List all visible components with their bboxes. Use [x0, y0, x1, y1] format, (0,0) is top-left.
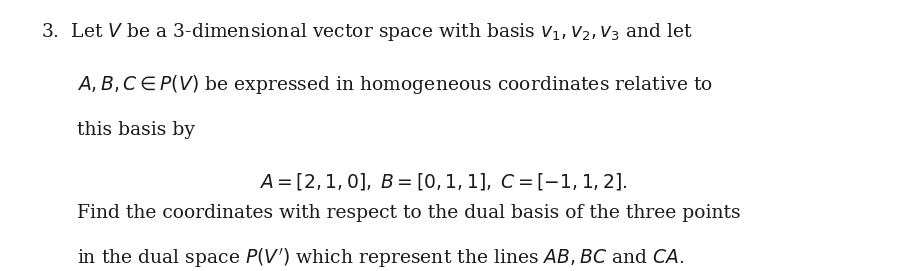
Text: $A, B, C \in P(V)$ be expressed in homogeneous coordinates relative to: $A, B, C \in P(V)$ be expressed in homog…: [76, 73, 712, 96]
Text: Find the coordinates with respect to the dual basis of the three points: Find the coordinates with respect to the…: [76, 204, 740, 222]
Text: 3.  Let $V$ be a 3-dimensional vector space with basis $v_1, v_2, v_3$ and let: 3. Let $V$ be a 3-dimensional vector spa…: [41, 21, 694, 43]
Text: in the dual space $P(V^{\prime})$ which represent the lines $AB, BC$ and $CA$.: in the dual space $P(V^{\prime})$ which …: [76, 246, 684, 270]
Text: $A = [2, 1, 0], \; B = [0, 1, 1], \; C = [-1, 1, 2].$: $A = [2, 1, 0], \; B = [0, 1, 1], \; C =…: [258, 171, 628, 192]
Text: this basis by: this basis by: [76, 121, 194, 139]
